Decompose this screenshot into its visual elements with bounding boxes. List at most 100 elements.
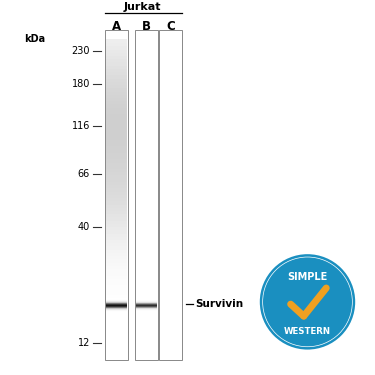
Bar: [106, 216, 127, 220]
Bar: [106, 278, 127, 282]
Bar: [106, 148, 127, 153]
Bar: [106, 261, 127, 266]
Bar: [106, 197, 127, 201]
Bar: [106, 306, 127, 308]
Bar: [106, 284, 127, 288]
Bar: [106, 306, 127, 307]
Bar: [106, 226, 127, 230]
Bar: [106, 223, 127, 227]
Bar: [136, 305, 157, 307]
Bar: [106, 93, 127, 98]
Bar: [106, 255, 127, 260]
Bar: [136, 301, 157, 302]
Bar: [106, 194, 127, 198]
Bar: [106, 307, 127, 308]
Bar: [106, 303, 127, 304]
Bar: [106, 219, 127, 224]
Bar: [136, 300, 157, 302]
Bar: [106, 51, 127, 56]
Text: Jurkat: Jurkat: [124, 2, 161, 12]
Bar: [106, 248, 127, 253]
Bar: [106, 311, 127, 312]
Bar: [136, 305, 157, 306]
Bar: [106, 308, 127, 309]
Bar: [106, 232, 127, 237]
Bar: [106, 307, 127, 309]
Bar: [136, 306, 157, 308]
Bar: [106, 258, 127, 262]
Bar: [136, 309, 157, 310]
Bar: [106, 61, 127, 66]
Bar: [106, 304, 127, 305]
Bar: [106, 174, 127, 179]
Bar: [106, 310, 127, 312]
Bar: [106, 294, 127, 298]
Bar: [136, 307, 157, 309]
Bar: [136, 303, 157, 304]
Bar: [136, 298, 157, 300]
Bar: [106, 203, 127, 208]
Circle shape: [259, 253, 356, 351]
Bar: [106, 302, 127, 303]
Bar: [106, 155, 127, 159]
Bar: [136, 309, 157, 310]
Text: 40: 40: [78, 222, 90, 232]
Text: SIMPLE: SIMPLE: [287, 272, 328, 282]
Bar: [136, 309, 157, 310]
Bar: [136, 308, 157, 309]
Bar: [136, 308, 157, 309]
Bar: [106, 252, 127, 256]
Bar: [136, 301, 157, 303]
Bar: [106, 116, 127, 121]
Bar: [106, 303, 127, 304]
Bar: [106, 210, 127, 214]
Bar: [106, 110, 127, 114]
Bar: [106, 165, 127, 169]
Bar: [136, 299, 157, 300]
Bar: [106, 100, 127, 105]
Bar: [106, 304, 127, 306]
Bar: [106, 129, 127, 134]
Bar: [106, 302, 127, 303]
Bar: [136, 305, 157, 306]
Bar: [106, 242, 127, 246]
Bar: [136, 300, 157, 302]
Bar: [106, 161, 127, 166]
Bar: [106, 303, 127, 305]
Bar: [106, 281, 127, 285]
Bar: [136, 304, 157, 306]
Bar: [106, 302, 127, 303]
Bar: [136, 306, 157, 308]
Bar: [106, 304, 127, 306]
Bar: [106, 300, 127, 302]
Bar: [106, 171, 127, 176]
Bar: [106, 290, 127, 295]
Bar: [106, 309, 127, 310]
Bar: [106, 123, 127, 127]
Bar: [106, 309, 127, 311]
Bar: [106, 135, 127, 140]
Bar: [106, 68, 127, 72]
Bar: [106, 306, 127, 307]
Bar: [136, 304, 157, 305]
Bar: [106, 298, 127, 300]
Bar: [106, 181, 127, 185]
Bar: [106, 301, 127, 302]
Bar: [106, 305, 127, 306]
Bar: [136, 302, 157, 303]
Bar: [106, 97, 127, 101]
Bar: [106, 239, 127, 243]
Bar: [136, 306, 157, 308]
Bar: [136, 303, 157, 304]
Bar: [106, 81, 127, 85]
Bar: [136, 303, 157, 304]
Bar: [106, 309, 127, 310]
Bar: [106, 187, 127, 192]
Bar: [136, 304, 157, 306]
Bar: [106, 152, 127, 156]
Bar: [106, 300, 127, 302]
Bar: [106, 310, 127, 312]
Bar: [105, 30, 128, 360]
Bar: [101, 30, 184, 360]
Bar: [106, 305, 127, 307]
